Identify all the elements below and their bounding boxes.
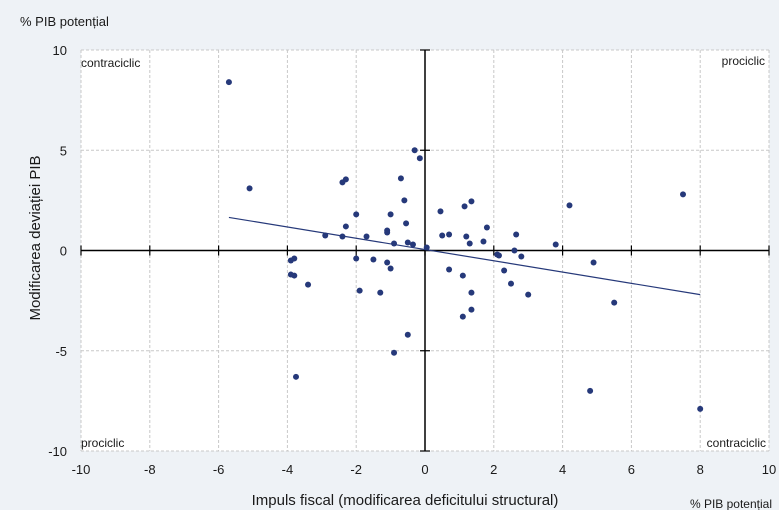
data-point	[387, 211, 394, 218]
data-point	[590, 259, 597, 266]
x-tick-label: -2	[350, 462, 362, 477]
data-point	[403, 220, 410, 227]
data-point	[387, 265, 394, 272]
data-point	[377, 289, 384, 296]
x-axis-title: Impuls fiscal (modificarea deficitului s…	[252, 492, 559, 509]
data-point	[384, 227, 391, 234]
data-point	[401, 197, 408, 204]
data-point	[518, 253, 525, 260]
data-point	[525, 291, 532, 298]
data-point	[483, 224, 490, 231]
data-point	[423, 244, 430, 251]
x-tick-label: -6	[213, 462, 225, 477]
data-point	[437, 208, 444, 215]
data-point	[411, 147, 418, 154]
data-point	[508, 280, 514, 287]
data-point	[293, 373, 299, 380]
quadrant-label-top-right: prociclic	[722, 54, 765, 68]
x-tick-label: -4	[282, 462, 294, 477]
data-point	[511, 247, 518, 254]
data-point	[370, 256, 377, 263]
quadrant-label-top-left: contraciclic	[81, 56, 140, 70]
x-tick-label: -10	[72, 462, 91, 477]
data-point	[342, 176, 349, 183]
x-tick-label: 6	[628, 462, 635, 477]
x-tick-label: 4	[559, 462, 566, 477]
data-point	[552, 241, 559, 248]
data-point	[305, 281, 312, 288]
y-tick-label: -10	[48, 444, 67, 459]
data-point	[322, 232, 329, 239]
data-point	[513, 231, 520, 238]
y-axis-title: Modificarea deviației PIB	[27, 155, 44, 320]
data-point	[291, 255, 298, 262]
data-point	[446, 266, 453, 273]
data-point	[397, 175, 404, 182]
x-tick-label: 8	[697, 462, 704, 477]
data-point	[416, 155, 423, 162]
quadrant-label-bottom-left: prociclic	[81, 436, 124, 450]
data-point	[463, 233, 470, 240]
data-point	[384, 259, 391, 266]
y-unit-label: % PIB potențial	[20, 14, 109, 29]
data-point	[356, 287, 363, 294]
data-point	[291, 272, 298, 279]
data-point	[468, 198, 475, 205]
data-point	[439, 232, 446, 239]
x-tick-label: 2	[490, 462, 497, 477]
data-point	[459, 313, 466, 320]
data-point	[680, 191, 686, 198]
data-point	[339, 233, 346, 240]
data-point	[363, 233, 370, 240]
data-point	[697, 405, 704, 412]
trend-line	[228, 216, 701, 296]
data-point	[246, 185, 253, 192]
data-point	[353, 211, 360, 218]
data-point	[501, 267, 508, 274]
x-tick-label: 10	[762, 462, 776, 477]
data-point	[495, 252, 502, 259]
data-point	[404, 331, 411, 338]
data-point	[391, 349, 398, 356]
data-point	[225, 79, 232, 86]
y-tick-label: 5	[60, 143, 67, 158]
data-point	[587, 387, 594, 394]
y-tick-label: 0	[60, 244, 67, 259]
y-tick-label: -5	[55, 344, 67, 359]
data-point	[404, 239, 411, 246]
quadrant-label-bottom-right: contraciclic	[707, 436, 766, 450]
data-point	[391, 240, 398, 247]
data-point	[342, 223, 349, 230]
data-point	[468, 289, 475, 296]
x-tick-label: -8	[144, 462, 156, 477]
data-point	[566, 202, 573, 209]
data-point	[468, 306, 475, 313]
y-tick-label: 10	[53, 43, 67, 58]
x-unit-label: % PIB potențial	[690, 497, 772, 510]
data-point	[353, 255, 360, 262]
data-point	[409, 241, 416, 248]
x-tick-label: 0	[421, 462, 428, 477]
data-point	[466, 240, 473, 247]
data-point	[446, 231, 453, 238]
data-point	[480, 238, 487, 245]
data-point	[611, 299, 618, 306]
data-point	[459, 272, 466, 279]
data-point	[461, 203, 468, 210]
